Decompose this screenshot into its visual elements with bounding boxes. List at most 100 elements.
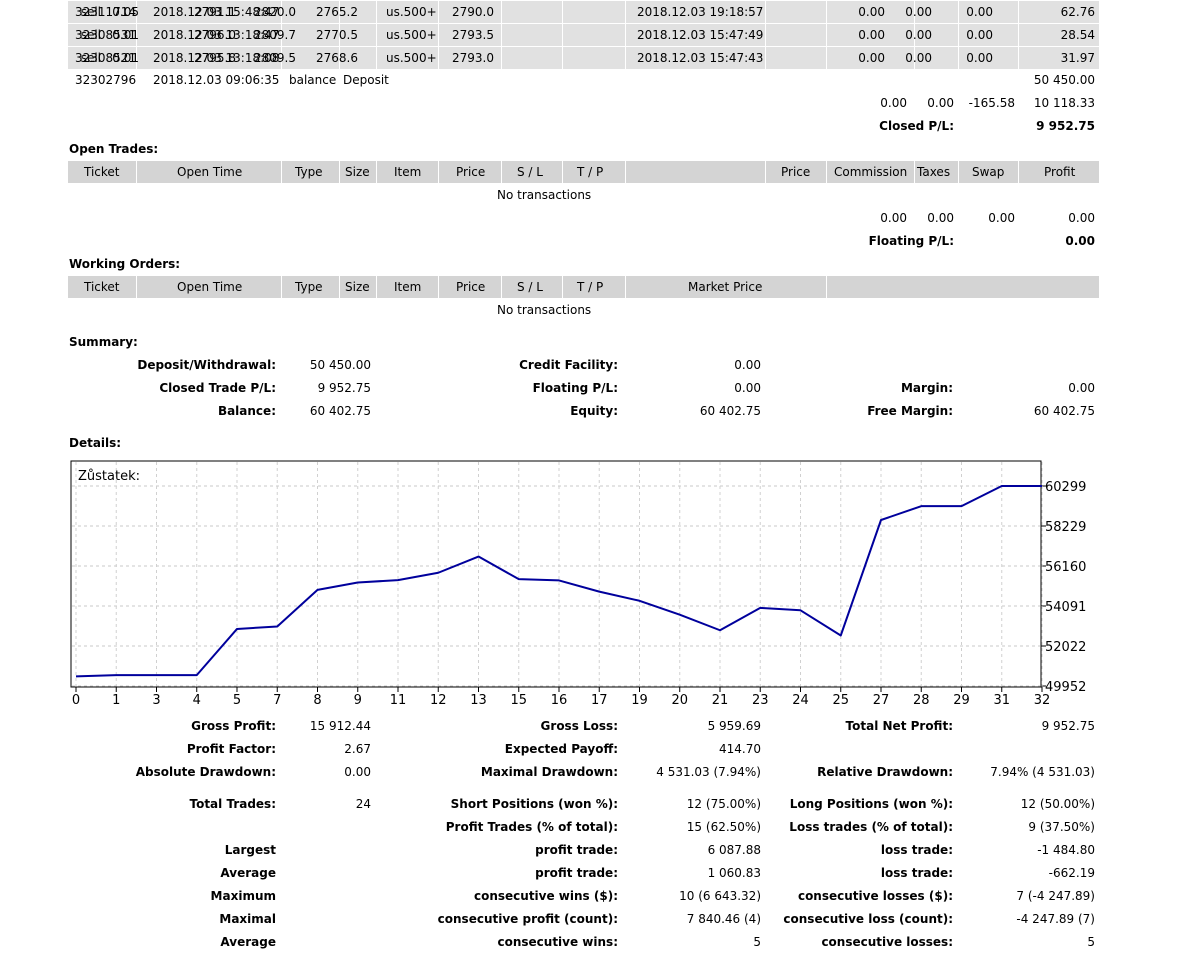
price-cell: 2796.0	[194, 28, 236, 42]
open-taxes-total: 0.00	[927, 211, 954, 225]
open-time-cell: 2018.12.03 09:06:35	[153, 73, 280, 87]
taxes-cell: 0.00	[905, 51, 932, 65]
ticket-cell: 32308521	[75, 51, 137, 65]
col-open-time: Open Time	[177, 280, 243, 294]
open-swap-total: 0.00	[988, 211, 1015, 225]
max-cons-wins-label: consecutive wins ($):	[473, 889, 618, 903]
col-type: Type	[295, 165, 323, 179]
col-ticket: Ticket	[84, 280, 120, 294]
closed-profit-total: 10 118.33	[1033, 96, 1095, 110]
close-price-cell: 2793.5	[452, 28, 494, 42]
col-tp: T / P	[577, 165, 604, 179]
x-tick-label: 12	[430, 693, 447, 708]
working-orders-header: Ticket Open Time Type Size Item Price S …	[68, 276, 1099, 298]
floating-pl-label: Floating P/L:	[868, 234, 954, 248]
x-tick-label: 11	[390, 693, 407, 708]
type-cell: sell	[80, 5, 101, 19]
x-tick-label: 8	[313, 693, 321, 708]
profit-factor-label: Profit Factor:	[186, 742, 276, 756]
gross-profit-value: 15 912.44	[309, 719, 371, 733]
col-price: Price	[456, 280, 486, 294]
x-tick-label: 23	[752, 693, 769, 708]
summary-title: Summary:	[69, 335, 138, 349]
x-tick-label: 31	[993, 693, 1010, 708]
col-item: Item	[394, 165, 422, 179]
taxes-cell: 0.00	[905, 5, 932, 19]
x-tick-label: 25	[832, 693, 849, 708]
close-time-cell: 2018.12.03 15:47:49	[637, 28, 764, 42]
avg-cons-wins-value: 5	[753, 935, 761, 949]
profit-factor-value: 2.67	[344, 742, 371, 756]
margin-label: Margin:	[900, 381, 953, 395]
open-trades-title: Open Trades:	[69, 142, 159, 156]
col-profit: Profit	[1044, 165, 1076, 179]
x-tick-label: 27	[873, 693, 890, 708]
long-positions-label: Long Positions (won %):	[789, 797, 953, 811]
type-cell: sell	[80, 28, 101, 42]
avg-cons-wins-label: consecutive wins:	[497, 935, 618, 949]
average2-label: Average	[220, 935, 276, 949]
sl-cell: 2809.7	[254, 28, 296, 42]
loss-trades-label: Loss trades (% of total):	[789, 820, 953, 834]
gross-loss-value: 5 959.69	[707, 719, 761, 733]
total-trades-label: Total Trades:	[189, 797, 276, 811]
price-cell: 2791.1	[194, 5, 236, 19]
x-tick-label: 13	[470, 693, 487, 708]
x-tick-label: 4	[193, 693, 201, 708]
maximal-label: Maximal	[219, 912, 276, 926]
item-cell: us.500+	[386, 28, 437, 42]
open-commission-total: 0.00	[880, 211, 907, 225]
x-tick-label: 21	[712, 693, 729, 708]
col-commission: Commission	[834, 165, 908, 179]
commission-cell: 0.00	[858, 28, 885, 42]
total-net-label: Total Net Profit:	[845, 719, 953, 733]
tp-cell: 2770.5	[316, 28, 358, 42]
x-tick-label: 28	[913, 693, 930, 708]
open-trades-header: Ticket Open Time Type Size Item Price S …	[68, 161, 1099, 183]
largest-label: Largest	[224, 843, 276, 857]
size-cell: 0.01	[112, 28, 139, 42]
close-price-cell: 2793.0	[452, 51, 494, 65]
table-row: 32311714 2018.12.03 15:48:47 sell 0.05 us.50…	[68, 1, 1099, 23]
abs-drawdown-value: 0.00	[344, 765, 371, 779]
deposit-label: Deposit/Withdrawal:	[137, 358, 276, 372]
ticket-cell: 32311714	[75, 5, 137, 19]
floating-pl-value: 0.00	[1065, 234, 1095, 248]
balance-value: 60 402.75	[309, 404, 371, 418]
open-time-cell: 2018.12.03 13:18:08	[153, 51, 280, 65]
ticket-cell: 32302796	[75, 73, 137, 87]
average-profit-label: profit trade:	[535, 866, 618, 880]
loss-trades-value: 9 (37.50%)	[1028, 820, 1095, 834]
y-tick-label: 54091	[1045, 600, 1086, 615]
gross-profit-label: Gross Profit:	[191, 719, 276, 733]
largest-profit-value: 6 087.88	[707, 843, 761, 857]
col-price: Price	[456, 165, 486, 179]
expected-payoff-label: Expected Payoff:	[504, 742, 618, 756]
open-profit-total: 0.00	[1068, 211, 1095, 225]
closed-pl-label: Closed P/L:	[879, 119, 954, 133]
closed-taxes-total: 0.00	[927, 96, 954, 110]
balance-label: Balance:	[217, 404, 276, 418]
free-margin-label: Free Margin:	[867, 404, 953, 418]
close-time-cell: 2018.12.03 19:18:57	[637, 5, 764, 19]
type-cell: balance	[289, 73, 337, 87]
x-tick-label: 17	[591, 693, 608, 708]
col-sl: S / L	[517, 280, 543, 294]
profit-trades-value: 15 (62.50%)	[686, 820, 761, 834]
x-tick-label: 9	[354, 693, 362, 708]
profit-cell: 28.54	[1060, 28, 1095, 42]
x-tick-label: 1	[112, 693, 120, 708]
max-cons-losses-label: consecutive losses ($):	[797, 889, 953, 903]
size-cell: 0.01	[112, 51, 139, 65]
col-open-time: Open Time	[177, 165, 243, 179]
x-tick-label: 32	[1034, 693, 1051, 708]
col-ticket: Ticket	[84, 165, 120, 179]
working-orders-empty: No transactions	[497, 303, 592, 317]
max-cons-wins-value: 10 (6 643.32)	[679, 889, 761, 903]
x-tick-label: 29	[953, 693, 970, 708]
total-net-value: 9 952.75	[1041, 719, 1095, 733]
taxes-cell: 0.00	[905, 28, 932, 42]
tp-cell: 2765.2	[316, 5, 358, 19]
y-tick-label: 49952	[1045, 680, 1086, 695]
credit-label: Credit Facility:	[519, 358, 618, 372]
